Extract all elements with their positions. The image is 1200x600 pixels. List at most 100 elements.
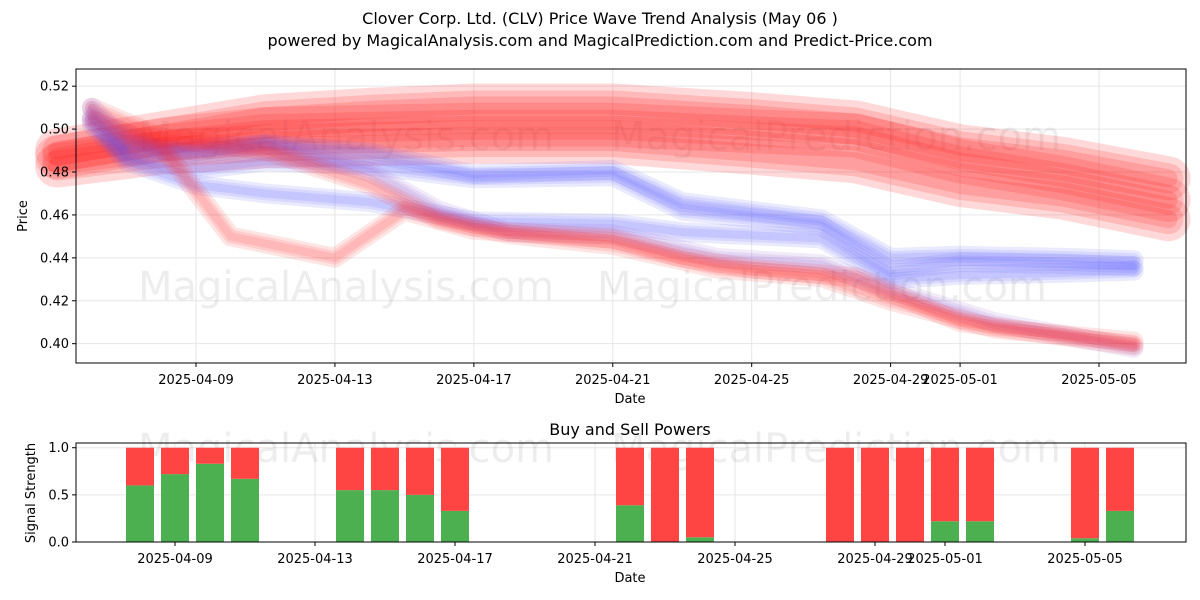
buy-bar xyxy=(616,505,644,542)
price-band-layer xyxy=(81,97,1144,352)
x-tick-label: 2025-04-09 xyxy=(137,552,213,567)
price-band-layer xyxy=(35,102,1191,222)
price-band-7 xyxy=(81,110,1144,356)
signal-y-label: Signal Strength xyxy=(24,443,39,543)
x-tick-label: 2025-04-13 xyxy=(277,552,353,567)
price-band-layer xyxy=(87,120,1138,284)
sell-bar xyxy=(826,447,854,542)
price-band-1 xyxy=(35,83,1191,201)
buy-bar xyxy=(1106,510,1134,542)
price-band-3 xyxy=(81,108,1144,281)
price-band-layer xyxy=(87,116,1138,350)
x-tick-label: 2025-04-13 xyxy=(297,373,373,388)
price-band-layer xyxy=(81,106,1144,358)
buy-bar xyxy=(441,510,469,542)
price-band-layer xyxy=(85,118,1141,287)
price-y-axis: 0.40 0.42 0.44 0.46 0.48 0.50 0.52 xyxy=(40,80,76,352)
y-tick-label: 0.50 xyxy=(40,123,69,138)
x-tick-label: 2025-04-29 xyxy=(853,373,929,388)
price-band-layer xyxy=(87,112,1138,353)
watermark: MagicalAnalysis.com xyxy=(138,114,554,160)
sell-bar xyxy=(126,447,154,486)
sell-bar xyxy=(196,447,224,464)
signal-plot-frame xyxy=(75,442,1187,543)
buy-bar xyxy=(336,490,364,542)
sell-bar xyxy=(1106,447,1134,511)
signal-y-axis: 0.0 0.5 1.0 xyxy=(48,441,76,551)
signal-bars xyxy=(126,447,1134,542)
x-tick-label: 2025-04-21 xyxy=(557,552,633,567)
signal-title: Buy and Sell Powers xyxy=(549,420,711,439)
price-x-label: Date xyxy=(614,392,645,407)
buy-bar xyxy=(406,494,434,542)
chart-subtitle: powered by MagicalAnalysis.com and Magic… xyxy=(267,31,933,50)
x-tick-label: 2025-05-01 xyxy=(922,373,998,388)
y-tick-label: 0.48 xyxy=(40,166,69,181)
sell-bar xyxy=(966,447,994,522)
x-tick-label: 2025-05-05 xyxy=(1061,373,1137,388)
y-tick-label: 1.0 xyxy=(48,441,69,456)
x-tick-label: 2025-05-01 xyxy=(907,552,983,567)
sell-bar xyxy=(686,447,714,538)
price-band-layer xyxy=(81,97,1144,270)
price-band-layer xyxy=(35,83,1191,201)
price-band-0 xyxy=(35,102,1191,222)
sell-bar xyxy=(371,447,399,491)
price-band-layer xyxy=(85,100,1141,267)
sell-bar xyxy=(896,447,924,542)
y-tick-label: 0.42 xyxy=(40,294,69,309)
watermark: MagicalAnalysis.com xyxy=(138,264,554,310)
price-band-layer xyxy=(81,110,1144,356)
price-band-layer xyxy=(42,127,1184,235)
sell-bar xyxy=(861,447,889,542)
x-tick-label: 2025-04-25 xyxy=(714,373,790,388)
sell-bar xyxy=(616,447,644,506)
price-band-layer xyxy=(42,90,1184,194)
buy-bar xyxy=(161,474,189,542)
price-band-layer xyxy=(87,103,1138,346)
price-bands xyxy=(35,83,1191,358)
price-band-layer xyxy=(81,114,1144,290)
buy-bar xyxy=(966,521,994,542)
price-band-2 xyxy=(35,120,1191,242)
x-tick-label: 2025-04-17 xyxy=(417,552,493,567)
price-band-8 xyxy=(81,97,1144,352)
x-tick-label: 2025-04-09 xyxy=(158,373,234,388)
price-y-label: Price xyxy=(16,200,31,232)
x-tick-label: 2025-04-29 xyxy=(837,552,913,567)
price-band-layer xyxy=(85,111,1141,278)
sell-bar xyxy=(406,447,434,495)
price-band-6 xyxy=(81,106,1144,358)
watermark: MagicalPrediction.com xyxy=(611,114,1061,160)
sell-bar xyxy=(651,447,679,542)
sell-bar xyxy=(441,447,469,511)
y-tick-label: 0.44 xyxy=(40,251,69,266)
chart-title: Clover Corp. Ltd. (CLV) Price Wave Trend… xyxy=(362,9,838,28)
price-band-layer xyxy=(48,115,1178,209)
price-band-5 xyxy=(81,114,1144,290)
price-watermarks: MagicalAnalysis.com MagicalPrediction.com… xyxy=(138,114,1061,310)
price-band-layer xyxy=(42,109,1184,215)
buy-bar xyxy=(126,485,154,542)
sell-bar xyxy=(931,447,959,522)
buy-bar xyxy=(196,463,224,542)
price-plot-frame xyxy=(75,68,1187,364)
sell-bar xyxy=(1071,447,1099,539)
price-band-layer xyxy=(87,103,1138,265)
watermark: MagicalPrediction.com xyxy=(597,264,1047,310)
y-tick-label: 0.5 xyxy=(48,488,69,503)
buy-bar xyxy=(371,490,399,542)
price-x-axis: 2025-04-09 2025-04-13 2025-04-17 2025-04-21… xyxy=(158,363,1137,388)
buy-bar xyxy=(686,537,714,542)
y-tick-label: 0.52 xyxy=(40,80,69,95)
price-band-layer xyxy=(87,114,1138,275)
price-band-layer xyxy=(35,120,1191,242)
buy-bar xyxy=(1071,538,1099,542)
x-tick-label: 2025-04-17 xyxy=(436,373,512,388)
sell-bar xyxy=(231,447,259,479)
price-band-4 xyxy=(81,97,1144,270)
price-band-layer xyxy=(48,96,1178,188)
signal-x-label: Date xyxy=(614,571,645,586)
price-band-layer xyxy=(81,108,1144,281)
